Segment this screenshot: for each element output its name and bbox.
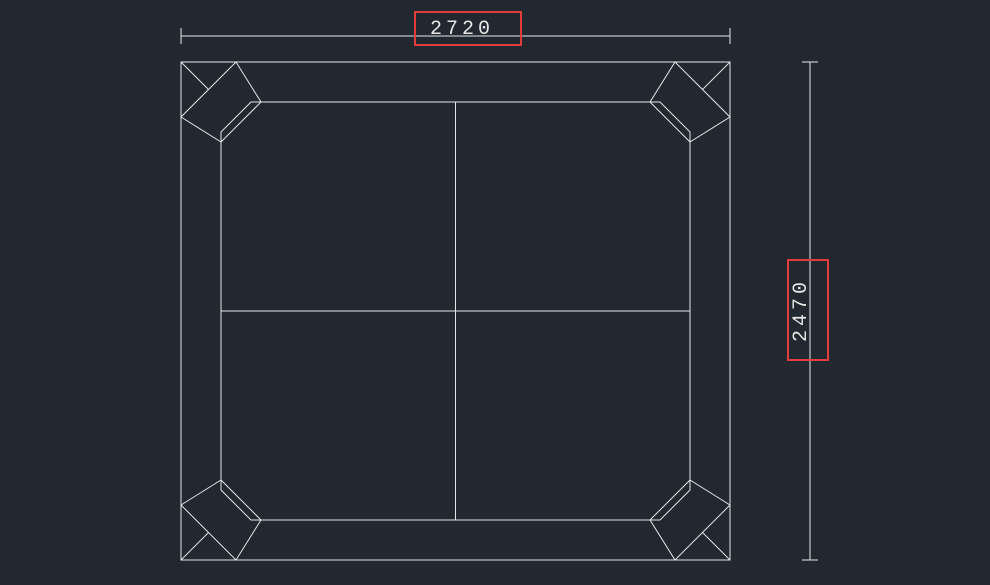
- dim-h-value: 2720: [430, 18, 494, 41]
- cad-drawing-canvas: 2720 2470: [0, 0, 990, 585]
- dimension-vertical: 2470: [788, 62, 828, 560]
- dim-v-value: 2470: [790, 278, 813, 342]
- center-cross-lines: [221, 102, 690, 520]
- dimension-horizontal: 2720: [181, 12, 730, 45]
